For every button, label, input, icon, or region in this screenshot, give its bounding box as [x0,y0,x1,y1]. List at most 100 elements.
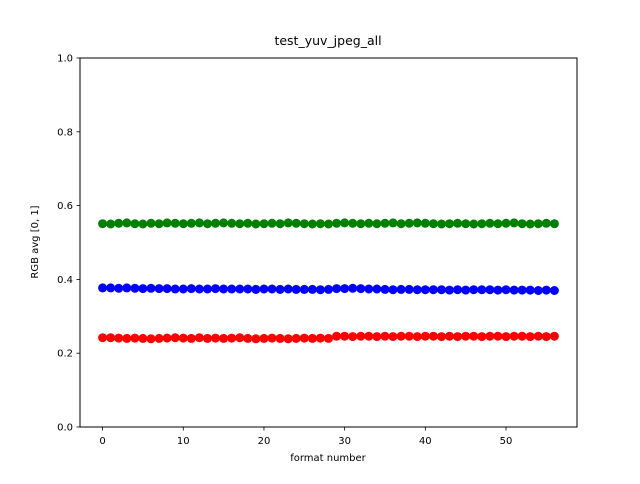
data-point [380,331,390,341]
data-point [517,285,527,295]
data-point [525,285,535,295]
data-point [469,285,479,295]
data-point [203,333,212,343]
data-point [428,219,438,229]
data-point [509,285,519,295]
data-point [146,218,156,228]
data-point [493,219,503,229]
data-point [194,284,204,294]
data-point [227,284,237,294]
data-point [186,284,196,294]
data-point [283,284,293,294]
data-point [348,332,358,342]
data-point [412,285,422,295]
data-point [388,218,398,228]
y-tick-label: 0.6 [57,201,73,212]
data-point [114,218,124,228]
data-point [404,218,414,228]
data-point [130,219,140,229]
data-point [501,285,511,295]
data-point [315,333,325,343]
data-point [469,219,479,229]
data-point [477,332,487,342]
data-point [275,284,285,294]
data-point [122,333,132,343]
data-point [106,219,116,229]
data-point [388,285,398,295]
y-axis-label: RGB avg [0, 1] [30,205,41,278]
data-point [162,284,172,294]
data-point [98,219,108,229]
data-point [259,219,269,229]
data-point [509,331,519,341]
data-point [219,218,229,228]
data-point [235,333,245,343]
x-tick-label: 40 [419,436,432,447]
data-point [364,218,374,228]
data-point [186,333,196,343]
data-point [356,331,366,341]
data-point [275,333,285,343]
data-point [332,218,342,228]
data-point [307,333,317,343]
data-point [469,331,479,341]
data-point [154,333,164,343]
data-point [396,331,406,341]
data-point [114,333,124,343]
data-point [315,219,325,229]
data-point [315,285,325,295]
data-point [461,331,471,341]
data-point [227,218,237,228]
data-point [324,284,333,294]
data-point [324,333,333,343]
data-point [420,331,430,341]
data-point [428,331,438,341]
data-point [461,219,471,229]
x-tick-label: 50 [500,436,513,447]
scatter-series-green [98,218,559,229]
data-point [162,333,172,343]
data-point [251,284,261,294]
x-tick-label: 30 [338,436,351,447]
data-point [461,285,471,295]
data-point [412,332,422,342]
data-point [122,283,132,293]
data-point [146,283,156,293]
data-point [356,284,366,294]
data-point [194,333,204,343]
data-point [138,333,148,343]
data-point [299,284,309,294]
data-point [243,333,253,343]
data-point [372,219,382,229]
data-point [364,284,374,294]
data-point [106,283,116,293]
y-tick-label: 0.8 [57,127,73,138]
data-point [211,218,220,228]
data-point [541,285,551,295]
data-point [291,284,301,294]
data-point [275,219,285,229]
chart-title: test_yuv_jpeg_all [274,33,381,48]
data-point [154,219,164,229]
data-point [412,218,422,228]
data-point [307,284,317,294]
x-tick-label: 10 [177,436,190,447]
data-point [267,284,277,294]
data-point [477,285,487,295]
data-point [420,285,430,295]
data-point [332,284,342,294]
data-point [299,333,309,343]
data-point [235,219,245,229]
data-point [501,218,511,228]
data-point [509,218,519,228]
data-point [243,218,253,228]
data-point [219,284,229,294]
data-point [170,284,180,294]
x-axis-label: format number [290,453,366,464]
data-point [485,331,495,341]
data-point [98,333,108,343]
data-point [372,332,382,342]
data-point [340,331,350,341]
y-tick-label: 0.4 [57,275,73,286]
